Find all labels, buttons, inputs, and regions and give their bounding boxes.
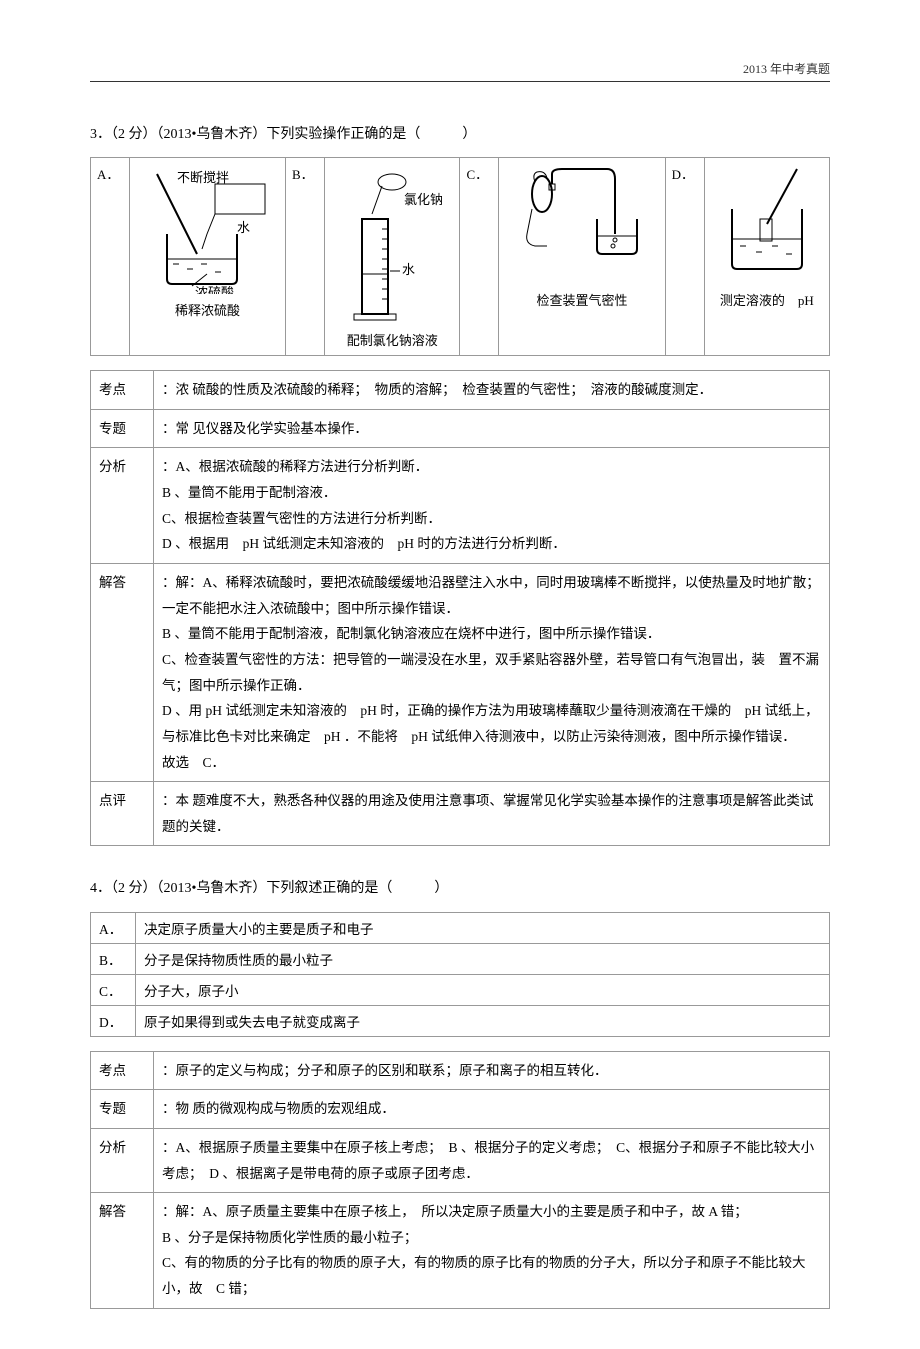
svg-text: 水 xyxy=(237,220,250,235)
q3-zt-label: 专题 xyxy=(91,409,154,448)
q4-opt-b-text: 分子是保持物质性质的最小粒子 xyxy=(136,943,830,974)
q3-stem: 3．（2 分）（2013•乌鲁木齐）下列实验操作正确的是（ ） xyxy=(90,122,830,147)
q3-opt-a-caption: 稀释浓硫酸 xyxy=(136,300,279,319)
airtight-check-icon xyxy=(507,164,657,284)
q4-zt-label: 专题 xyxy=(91,1090,154,1129)
q4-fx-label: 分析 xyxy=(91,1128,154,1192)
q3-analysis-table: 考点 ：浓 硫酸的性质及浓硫酸的稀释； 物质的溶解； 检查装置的气密性； 溶液的… xyxy=(90,370,830,846)
q4-opt-b-label: B． xyxy=(91,943,136,974)
q4-kd-text: ：原子的定义与构成；分子和原子的区别和联系；原子和离子的相互转化． xyxy=(154,1051,830,1090)
page-header: 2013 年中考真题 xyxy=(90,60,830,82)
q3-opt-c-label: C． xyxy=(460,158,499,356)
q4-zt-text: ：物 质的微观构成与物质的宏观组成． xyxy=(154,1090,830,1129)
q4-opt-d-text: 原子如果得到或失去电子就变成离子 xyxy=(136,1005,830,1036)
q3-jd-label: 解答 xyxy=(91,564,154,782)
q4-jd-label: 解答 xyxy=(91,1193,154,1309)
q4-opt-c-label: C． xyxy=(91,974,136,1005)
q3-kd-text: ：浓 硫酸的性质及浓硫酸的稀释； 物质的溶解； 检查装置的气密性； 溶液的酸碱度… xyxy=(154,371,830,410)
q4-options-table: A． 决定原子质量大小的主要是质子和电子 B． 分子是保持物质性质的最小粒子 C… xyxy=(90,912,830,1037)
q4-fx-text: ：A、根据原子质量主要集中在原子核上考虑； B 、根据分子的定义考虑； C、根据… xyxy=(154,1128,830,1192)
q3-opt-d-cell: 测定溶液的 pH xyxy=(704,158,829,356)
q4-kd-label: 考点 xyxy=(91,1051,154,1090)
q3-dp-label: 点评 xyxy=(91,782,154,846)
q3-opt-c-cell: 检查装置气密性 xyxy=(499,158,665,356)
q4-opt-d-label: D． xyxy=(91,1005,136,1036)
q3-opt-b-label: B． xyxy=(285,158,324,356)
q4-opt-a-text: 决定原子质量大小的主要是质子和电子 xyxy=(136,912,830,943)
q4-jd-text: ：解：A、原子质量主要集中在原子核上， 所以决定原子质量大小的主要是质子和中子，… xyxy=(154,1193,830,1309)
q3-zt-text: ：常 见仪器及化学实验基本操作． xyxy=(154,409,830,448)
header-text: 2013 年中考真题 xyxy=(743,62,830,76)
q3-jd-text: ：解：A、稀释浓硫酸时，要把浓硫酸缓缓地沿器壁注入水中，同时用玻璃棒不断搅拌，以… xyxy=(154,564,830,782)
q3-opt-a-cell: 不断搅拌 水 浓硫酸 稀释浓硫酸 xyxy=(130,158,286,356)
q4-opt-c-text: 分子大，原子小 xyxy=(136,974,830,1005)
q3-opt-b-cell: 氯化钠 水 配制氯化钠溶液 xyxy=(324,158,460,356)
q3-opt-d-label: D． xyxy=(665,158,704,356)
ph-test-icon xyxy=(712,164,822,284)
q4-analysis-table: 考点 ：原子的定义与构成；分子和原子的区别和联系；原子和离子的相互转化． 专题 … xyxy=(90,1051,830,1309)
page: 2013 年中考真题 3．（2 分）（2013•乌鲁木齐）下列实验操作正确的是（… xyxy=(0,0,920,1349)
q3-options-table: A． 不断搅拌 水 浓硫酸 稀释浓硫酸 xyxy=(90,157,830,356)
dilute-acid-icon: 不断搅拌 水 浓硫酸 xyxy=(137,164,277,294)
q3-fx-label: 分析 xyxy=(91,448,154,564)
q4-stem: 4．（2 分）（2013•乌鲁木齐）下列叙述正确的是（ ） xyxy=(90,876,830,901)
svg-text: 不断搅拌 xyxy=(177,170,229,185)
svg-text: 氯化钠 xyxy=(404,192,443,207)
q3-opt-c-caption: 检查装置气密性 xyxy=(505,290,658,309)
q3-opt-d-caption: 测定溶液的 pH xyxy=(711,290,823,309)
q3-dp-text: ：本 题难度不大，熟悉各种仪器的用途及使用注意事项、掌握常见化学实验基本操作的注… xyxy=(154,782,830,846)
q4-opt-a-label: A． xyxy=(91,912,136,943)
q3-kd-label: 考点 xyxy=(91,371,154,410)
nacl-solution-icon: 氯化钠 水 xyxy=(332,164,452,324)
q3-fx-text: ：A、根据浓硫酸的稀释方法进行分析判断． B 、量筒不能用于配制溶液． C、根据… xyxy=(154,448,830,564)
svg-text: 浓硫酸 xyxy=(195,285,234,294)
q3-opt-a-label: A． xyxy=(91,158,130,356)
svg-text: 水 xyxy=(402,262,415,277)
q3-opt-b-caption: 配制氯化钠溶液 xyxy=(331,330,454,349)
